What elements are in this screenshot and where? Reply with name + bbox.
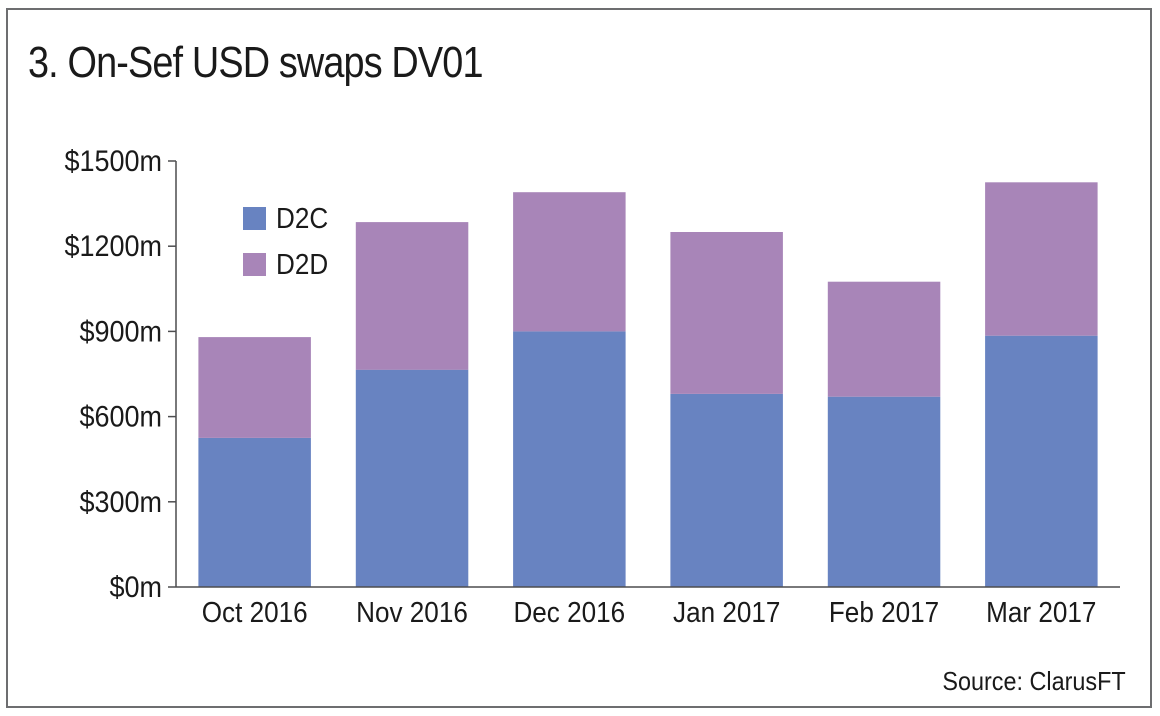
legend-label-d2d: D2D: [276, 248, 328, 281]
bar-d2c-oct-2016: [198, 437, 311, 587]
chart-title: 3. On-Sef USD swaps DV01: [28, 38, 484, 87]
bar-d2c-nov-2016: [355, 369, 469, 587]
legend-swatch-d2d: [243, 253, 266, 276]
y-tick-label: $1200m: [64, 230, 162, 264]
y-tick-label: $300m: [80, 486, 162, 520]
bar-d2d-nov-2016: [355, 222, 469, 370]
bar-d2c-feb-2017: [827, 396, 941, 587]
x-tick-label: Feb 2017: [829, 596, 939, 629]
bar-d2c-mar-2017: [985, 335, 1098, 587]
bar-d2d-feb-2017: [827, 281, 941, 397]
y-tick-label: $900m: [80, 315, 162, 349]
bar-d2d-oct-2016: [198, 337, 311, 438]
y-tick-label: $600m: [80, 400, 162, 434]
axes-group: Oct 2016 Nov 2016 Dec 2016 Jan 2017 Feb 2017…: [64, 145, 1120, 629]
legend-label-d2c: D2C: [276, 202, 328, 235]
bars-group: [198, 182, 1098, 587]
bar-d2d-jan-2017: [670, 232, 783, 394]
bar-d2d-mar-2017: [985, 182, 1098, 336]
legend-swatch-d2c: [243, 207, 266, 230]
x-tick-label: Mar 2017: [986, 596, 1096, 629]
y-tick-label: $0m: [110, 571, 162, 605]
bar-d2c-dec-2016: [513, 331, 626, 587]
bar-d2c-jan-2017: [670, 393, 783, 587]
x-tick-label: Nov 2016: [356, 596, 468, 629]
x-tick-label: Oct 2016: [202, 596, 308, 629]
source-note: Source: ClarusFT: [942, 666, 1126, 696]
y-tick-label: $1500m: [64, 145, 162, 179]
x-tick-label: Dec 2016: [513, 596, 625, 629]
bar-d2d-dec-2016: [513, 192, 626, 332]
x-tick-label: Jan 2017: [673, 596, 780, 629]
